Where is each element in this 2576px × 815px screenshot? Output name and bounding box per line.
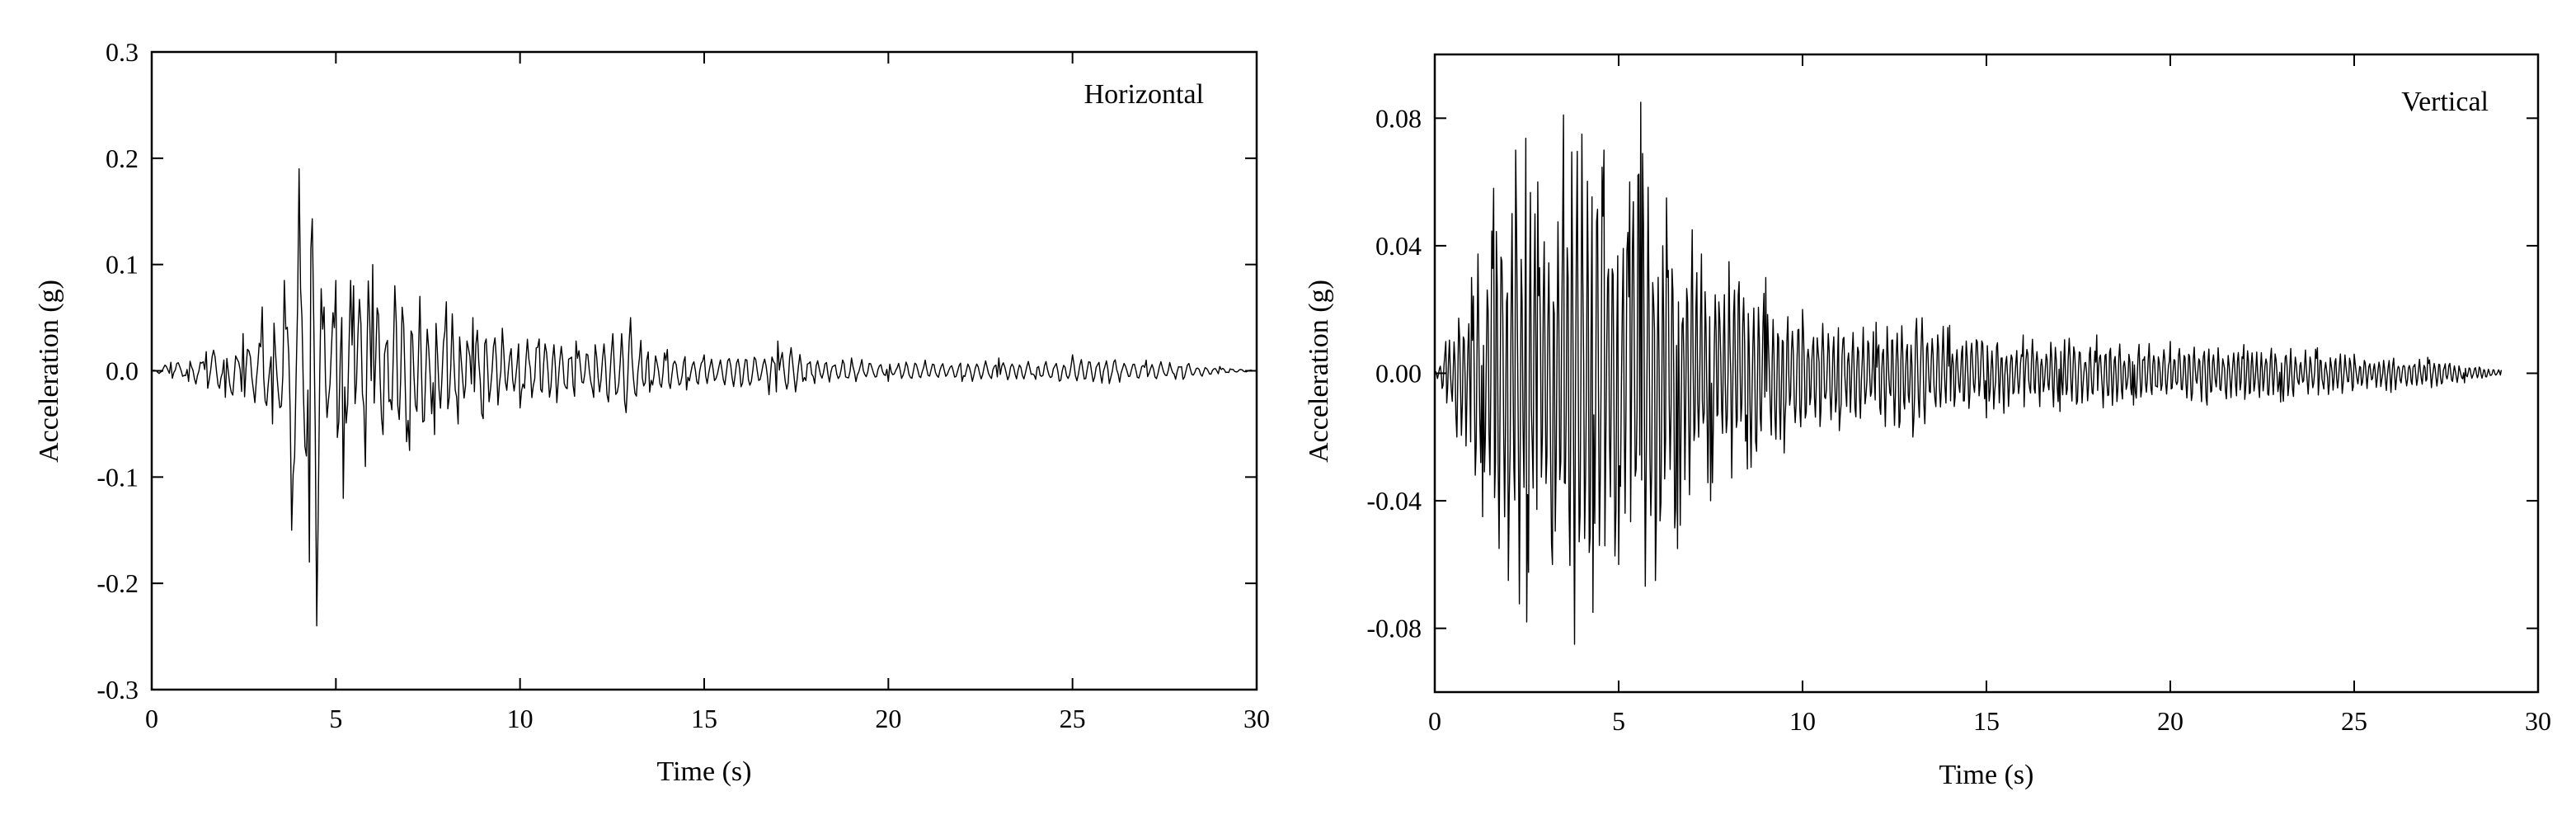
x-tick-label: 5	[329, 704, 342, 733]
x-tick-label: 25	[1060, 704, 1086, 733]
y-axis-title: Acceleration (g)	[1304, 280, 1334, 463]
y-tick-label: -0.3	[96, 675, 139, 704]
y-tick-label: 0.2	[106, 144, 139, 173]
acceleration-line	[151, 168, 1257, 627]
y-tick-label: -0.1	[96, 462, 139, 492]
x-tick-label: 30	[2525, 706, 2551, 736]
x-axis-title: Time (s)	[657, 756, 752, 787]
y-tick-label: 0.0	[106, 356, 139, 386]
x-axis-title: Time (s)	[1939, 760, 2034, 790]
horizontal-panel: 0 5 10 15 20 25 30 -0.3 -0.2 -0.1 0.0 0.1 0.2 0.3 Hor…	[34, 37, 1270, 787]
x-tick-label: 15	[1973, 706, 2000, 736]
x-tick-label: 0	[1428, 706, 1441, 736]
x-tick-label: 25	[2341, 706, 2367, 736]
x-tick-label: 20	[2157, 706, 2183, 736]
x-tick-label: 30	[1243, 704, 1270, 733]
x-tick-label: 0	[145, 704, 158, 733]
y-tick-label: -0.04	[1366, 486, 1422, 516]
vertical-panel: 0 5 10 15 20 25 30 -0.08 -0.04 0.00 0.04 0.08 Verti…	[1304, 53, 2551, 790]
y-tick-label: 0.04	[1375, 231, 1422, 261]
acceleration-trace-vertical	[1434, 101, 2503, 645]
y-tick-label: -0.2	[96, 568, 139, 598]
x-tick-label: 10	[1789, 706, 1816, 736]
panel-label: Horizontal	[1084, 79, 1204, 110]
x-tick-label: 15	[691, 704, 717, 733]
x-tick-label: 10	[507, 704, 534, 733]
x-tick-label: 20	[875, 704, 901, 733]
acceleration-trace-horizontal	[151, 168, 1257, 627]
y-tick-label: -0.08	[1366, 614, 1422, 643]
axis-ticks: 0 5 10 15 20 25 30 -0.08 -0.04 0.00 0.04 0.08	[1366, 54, 2551, 736]
y-tick-label: 0.1	[106, 250, 139, 280]
axis-ticks: 0 5 10 15 20 25 30 -0.3 -0.2 -0.1 0.0 0.1 0.2 0.3	[96, 37, 1270, 733]
y-tick-label: 0.00	[1375, 359, 1422, 389]
y-tick-label: 0.08	[1375, 103, 1422, 133]
x-tick-label: 5	[1612, 706, 1625, 736]
y-axis-title: Acceleration (g)	[34, 280, 64, 463]
acceleration-line	[1434, 101, 2503, 645]
y-tick-label: 0.3	[106, 37, 139, 67]
panel-label: Vertical	[2401, 87, 2489, 117]
